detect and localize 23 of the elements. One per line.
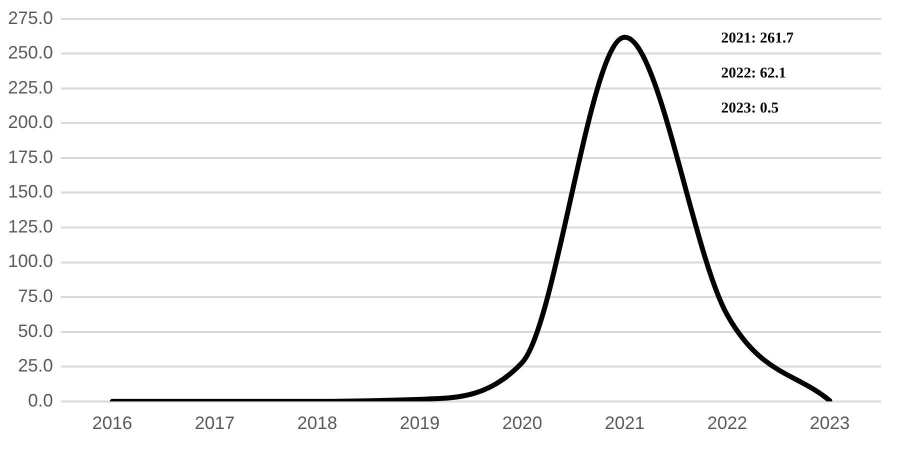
y-tick-label: 125.0 bbox=[8, 216, 54, 236]
y-tick-label: 250.0 bbox=[8, 42, 54, 63]
y-tick-label: 175.0 bbox=[8, 146, 54, 167]
y-tick-label: 275.0 bbox=[8, 8, 54, 28]
x-tick-label: 2023 bbox=[810, 413, 850, 434]
y-tick-label: 100.0 bbox=[8, 251, 54, 272]
x-tick-label: 2018 bbox=[297, 413, 338, 434]
y-tick-label: 75.0 bbox=[18, 286, 54, 306]
annotation: 2022: 62.1 bbox=[721, 66, 786, 82]
y-tick-label: 50.0 bbox=[18, 320, 54, 341]
x-tick-label: 2022 bbox=[707, 413, 748, 434]
annotation: 2021: 261.7 bbox=[721, 30, 794, 47]
x-tick-label: 2019 bbox=[400, 413, 440, 434]
x-tick-label: 2020 bbox=[502, 413, 542, 434]
x-tick-label: 2016 bbox=[92, 413, 132, 434]
y-tick-label: 0.0 bbox=[28, 390, 54, 410]
y-tick-label: 200.0 bbox=[8, 112, 54, 132]
x-tick-label: 2021 bbox=[604, 413, 645, 434]
y-tick-label: 225.0 bbox=[8, 77, 54, 98]
y-tick-label: 25.0 bbox=[18, 356, 54, 376]
annotation: 2023: 0.5 bbox=[721, 100, 779, 117]
y-tick-label: 150.0 bbox=[8, 182, 54, 202]
x-tick-label: 2017 bbox=[194, 413, 235, 434]
